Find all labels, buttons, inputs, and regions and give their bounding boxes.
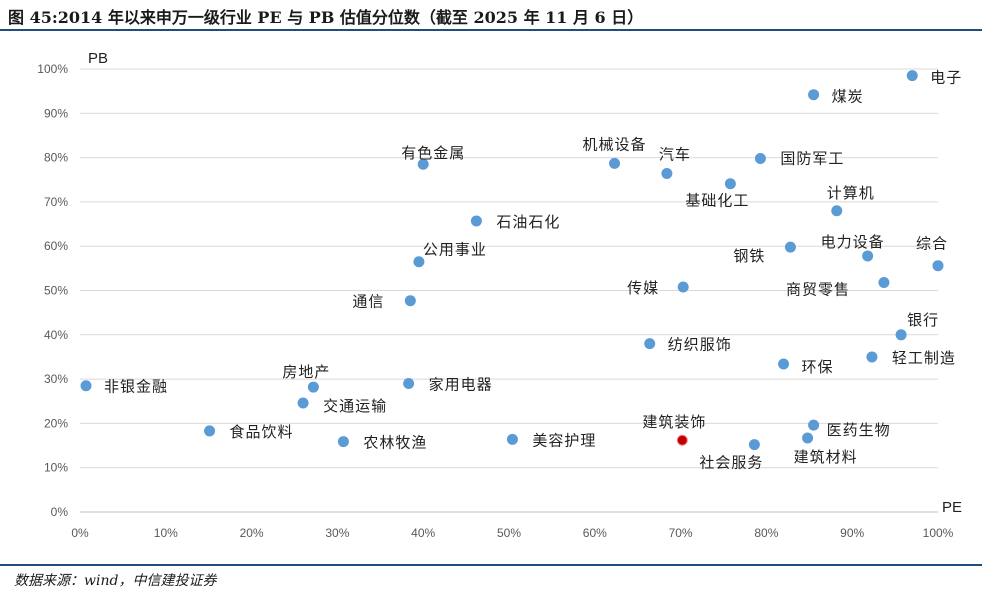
data-point xyxy=(644,338,656,350)
data-point xyxy=(404,295,416,307)
data-point xyxy=(417,158,429,170)
data-point xyxy=(297,397,309,409)
data-point xyxy=(470,215,482,227)
data-point xyxy=(802,432,814,444)
data-point xyxy=(677,281,689,293)
data-point xyxy=(204,425,216,437)
point-label: 煤炭 xyxy=(832,88,864,106)
bottom-rule xyxy=(0,564,982,566)
data-point xyxy=(307,381,319,393)
data-points xyxy=(80,70,944,451)
point-label: 传媒 xyxy=(627,279,659,297)
point-label: 环保 xyxy=(802,358,834,376)
x-tick-label: 100% xyxy=(923,526,954,540)
x-axis-title: PE xyxy=(942,499,962,516)
point-label: 农林牧渔 xyxy=(363,434,427,452)
point-label: 医药生物 xyxy=(827,421,891,439)
point-label: 交通运输 xyxy=(323,397,387,415)
point-label: 电力设备 xyxy=(821,233,885,251)
point-label: 银行 xyxy=(907,311,939,329)
point-label: 国防军工 xyxy=(780,149,844,167)
point-label: 美容护理 xyxy=(532,431,596,449)
data-point xyxy=(337,436,349,448)
y-tick-label: 50% xyxy=(44,284,68,298)
data-point xyxy=(906,70,918,82)
y-tick-label: 20% xyxy=(44,416,68,430)
point-label: 食品饮料 xyxy=(230,423,294,441)
gridlines xyxy=(80,68,938,513)
x-tick-label: 10% xyxy=(154,526,178,540)
point-label: 建筑装饰 xyxy=(642,413,706,431)
data-point xyxy=(754,152,766,164)
data-point xyxy=(661,168,673,180)
point-label: 家用电器 xyxy=(429,376,493,394)
x-tick-label: 80% xyxy=(754,526,778,540)
data-point xyxy=(413,256,425,268)
y-tick-label: 40% xyxy=(44,328,68,342)
top-rule xyxy=(0,29,982,31)
data-point xyxy=(724,178,736,190)
y-tick-label: 60% xyxy=(44,239,68,253)
y-axis-title: PB xyxy=(88,50,108,67)
data-point xyxy=(609,157,621,169)
x-tick-label: 70% xyxy=(669,526,693,540)
figure-title: 图 45:2014 年以来申万一级行业 PE 与 PB 估值分位数（截至 202… xyxy=(8,8,644,27)
y-tick-label: 30% xyxy=(44,372,68,386)
data-point xyxy=(403,378,415,390)
point-label: 商贸零售 xyxy=(786,281,850,299)
data-point xyxy=(895,329,907,341)
data-point xyxy=(808,89,820,101)
y-tick-label: 0% xyxy=(51,505,69,519)
point-label: 基础化工 xyxy=(685,192,749,210)
data-point xyxy=(862,250,874,262)
point-label: 轻工制造 xyxy=(892,349,956,367)
point-label: 汽车 xyxy=(659,146,691,164)
point-label: 纺织服饰 xyxy=(668,336,732,354)
point-label: 建筑材料 xyxy=(794,448,858,466)
y-tick-label: 10% xyxy=(44,461,68,475)
scatter-chart: 0% 10% 20% 30% 40% 50% 60% 70% 80% 90% 100% 0% 10% 2… xyxy=(37,50,962,540)
point-label: 非银金融 xyxy=(104,378,168,396)
point-label: 电子 xyxy=(930,69,962,87)
x-tick-label: 40% xyxy=(411,526,435,540)
point-label: 综合 xyxy=(916,235,948,253)
data-point xyxy=(831,205,843,217)
data-point xyxy=(506,433,518,445)
point-label: 通信 xyxy=(352,293,384,311)
x-tick-label: 30% xyxy=(325,526,349,540)
x-tick-label: 50% xyxy=(497,526,521,540)
point-label: 有色金属 xyxy=(401,144,465,162)
data-point xyxy=(932,260,944,272)
y-tick-label: 70% xyxy=(44,195,68,209)
data-point xyxy=(748,439,760,451)
x-tick-label: 0% xyxy=(71,526,89,540)
y-tick-label: 100% xyxy=(37,62,68,76)
data-point xyxy=(878,277,890,289)
data-point xyxy=(80,380,92,392)
data-point xyxy=(778,358,790,370)
y-tick-label: 80% xyxy=(44,151,68,165)
y-tick-labels: 0% 10% 20% 30% 40% 50% 60% 70% 80% 90% 100% xyxy=(37,62,68,519)
point-label: 计算机 xyxy=(827,184,875,202)
point-label: 石油石化 xyxy=(496,213,560,231)
point-label: 公用事业 xyxy=(423,241,487,259)
y-tick-label: 90% xyxy=(44,106,68,120)
x-tick-label: 20% xyxy=(240,526,264,540)
x-tick-label: 60% xyxy=(583,526,607,540)
point-label: 机械设备 xyxy=(583,135,647,153)
data-point xyxy=(676,434,688,446)
point-label: 房地产 xyxy=(282,363,330,381)
data-point xyxy=(808,419,820,431)
data-point xyxy=(784,241,796,253)
point-label: 社会服务 xyxy=(699,454,763,472)
point-label: 钢铁 xyxy=(733,247,765,265)
data-point xyxy=(866,351,878,363)
x-tick-labels: 0% 10% 20% 30% 40% 50% 60% 70% 80% 90% 100% xyxy=(71,526,953,540)
source-note: 数据来源：wind，中信建投证券 xyxy=(14,573,217,589)
x-tick-label: 90% xyxy=(840,526,864,540)
